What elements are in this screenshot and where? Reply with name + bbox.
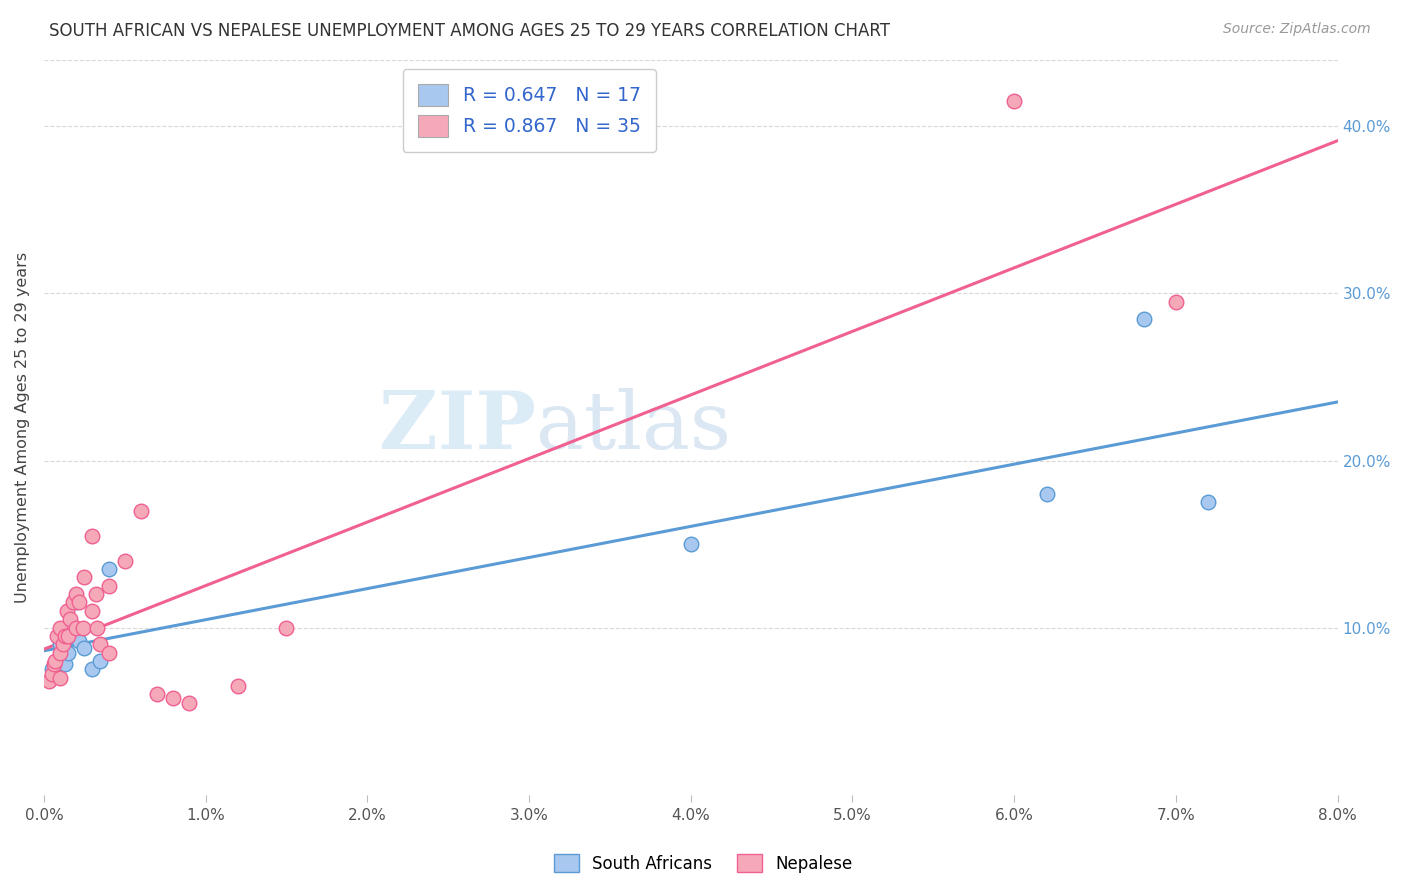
Point (276, 621, 298, 635)
Point (129, 503, 152, 517)
Y-axis label: Unemployment Among Ages 25 to 29 years: Unemployment Among Ages 25 to 29 years (15, 252, 30, 603)
Point (65, 621, 87, 635)
Point (1132, 311, 1154, 326)
Point (55, 604, 77, 618)
Point (45, 654, 67, 668)
Text: ZIP: ZIP (378, 388, 536, 467)
Point (82, 662, 104, 676)
Point (42, 657, 65, 672)
Point (89, 637, 111, 651)
Point (65, 595, 87, 609)
Point (82, 604, 104, 618)
Point (73, 570, 96, 584)
Point (49, 650, 72, 665)
Point (86, 621, 108, 635)
Legend: South Africans, Nepalese: South Africans, Nepalese (547, 847, 859, 880)
Point (56, 629, 79, 643)
Point (45, 629, 67, 643)
Point (49, 671, 72, 685)
Point (53, 629, 76, 643)
Point (56, 646, 79, 660)
Point (226, 679, 249, 693)
Point (56, 629, 79, 643)
Point (146, 687, 169, 701)
Point (97, 579, 120, 593)
Point (1197, 495, 1219, 509)
Point (38, 673, 60, 688)
Point (44, 654, 66, 668)
Point (52, 637, 75, 651)
Point (69, 595, 91, 609)
Text: SOUTH AFRICAN VS NEPALESE UNEMPLOYMENT AMONG AGES 25 TO 29 YEARS CORRELATION CHA: SOUTH AFRICAN VS NEPALESE UNEMPLOYMENT A… (49, 22, 890, 40)
Point (97, 646, 120, 660)
Point (1002, 95, 1025, 109)
Legend: R = 0.647   N = 17, R = 0.867   N = 35: R = 0.647 N = 17, R = 0.867 N = 35 (402, 69, 655, 152)
Point (82, 529, 104, 543)
Point (72, 621, 94, 635)
Point (41, 662, 63, 676)
Point (41, 667, 63, 681)
Point (49, 621, 72, 635)
Point (62, 595, 84, 609)
Text: atlas: atlas (536, 388, 731, 467)
Point (65, 587, 87, 601)
Point (73, 640, 96, 655)
Point (49, 646, 72, 660)
Point (84, 587, 107, 601)
Point (162, 690, 184, 705)
Point (1164, 294, 1187, 309)
Point (49, 637, 72, 651)
Point (114, 554, 136, 568)
Text: Source: ZipAtlas.com: Source: ZipAtlas.com (1223, 22, 1371, 37)
Point (53, 657, 76, 672)
Point (69, 634, 91, 648)
Point (679, 537, 702, 551)
Point (89, 654, 111, 668)
Point (97, 562, 120, 576)
Point (1035, 487, 1057, 501)
Point (59, 612, 82, 626)
Point (179, 696, 201, 710)
